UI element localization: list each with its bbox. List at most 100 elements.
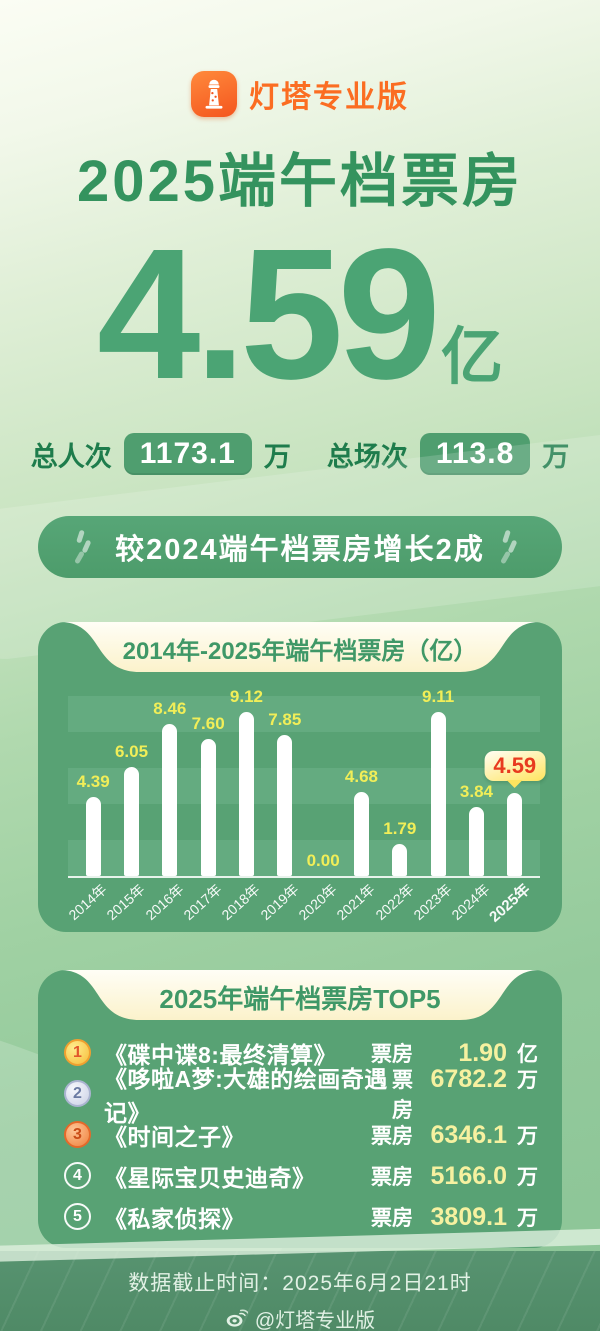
bar-value-label: 9.12 [229,687,264,706]
screenings-label: 总场次 [326,441,408,472]
chart-bar [162,724,178,876]
boxoffice-value: 5166.0 [430,1161,507,1190]
chart-card-ribbon: 2014年-2025年端午档票房（亿） [38,622,562,674]
bar-value-label: 4.68 [344,767,378,786]
x-label-slot: 2015年 [104,880,150,928]
rank-badge: 5 [64,1203,91,1230]
bar-value-label: 1.79 [383,819,417,838]
chart-bar [507,793,523,876]
chart-bar [200,739,216,876]
screenings-value: 113.8 [419,433,531,475]
bar-value-label: 3.84 [459,782,493,801]
boxoffice-unit: 万 [517,1206,538,1230]
chart-bar-slot: 8.46 [151,696,189,876]
total-box-office: 4.59亿 [0,222,600,408]
admissions-label: 总人次 [30,441,112,472]
boxoffice-label: 票房 [371,1165,413,1189]
boxoffice-label: 票房 [371,1206,413,1230]
bar-value-label: 7.60 [191,714,225,733]
top5-row: 1 《碟中谍8:最终清算》 票房 1.90 亿 [64,1032,538,1073]
footer-credit: @灯塔专业版 [0,1304,600,1331]
x-label-slot: 2025年 [486,880,534,928]
admissions-unit: 万 [263,441,291,472]
weibo-icon [226,1309,248,1327]
admissions-stat: 总人次 1173.1 万 [31,433,291,475]
highlight-value-bubble: 4.59 [484,751,546,781]
movie-title: 《私家侦探》 [104,1205,245,1232]
row-boxoffice: 票房 6782.2 万 [392,1064,538,1124]
data-deadline: 数据截止时间：2025年6月2日21时 [128,1272,472,1295]
leaf-decoration-left [74,529,100,565]
boxoffice-label: 票房 [392,1068,413,1122]
chart-bar [430,712,446,876]
chart-bar [468,807,484,876]
chart-bar-slot: 7.85 [266,696,304,876]
chart-bar-slot: 9.12 [227,687,265,876]
top5-card-ribbon: 2025年端午档票房TOP5 [38,970,562,1022]
bar-value-label: 6.05 [114,742,149,761]
boxoffice-unit: 万 [517,1068,538,1092]
rank-badge: 2 [64,1080,91,1107]
top5-row: 5 《私家侦探》 票房 3809.1 万 [64,1196,538,1237]
boxoffice-unit: 万 [517,1165,538,1189]
row-boxoffice: 票房 3809.1 万 [371,1202,538,1232]
chart-title: 2014年-2025年端午档票房（亿） [122,638,478,665]
movie-title: 《哆啦A梦:大雄的绘画奇遇记》 [104,1065,388,1126]
lighthouse-icon [191,71,237,117]
brand-header: 灯塔专业版 [0,0,600,118]
bar-value-label: 9.11 [422,687,455,706]
page-title: 2025端午档票房 [76,149,524,214]
top5-row: 3 《时间之子》 票房 6346.1 万 [64,1114,538,1155]
chart-bar-slot: 3.84 [457,696,495,876]
chart-bars: 4.39 6.05 8.46 7.60 9.12 7.85 0.00 4.68 1.79 9.11… [74,687,546,876]
admissions-value: 1173.1 [123,433,252,475]
top5-rows: 1 《碟中谍8:最终清算》 票房 1.90 亿 2 《哆啦A梦:大雄的绘画奇遇记》 票房 678… [64,1032,538,1237]
x-label-slot: 2022年 [372,880,419,928]
chart-bar [277,735,293,876]
bar-value-label: 7.85 [268,710,302,729]
footer-credit-text: @灯塔专业版 [254,1310,376,1331]
boxoffice-label: 票房 [371,1124,413,1148]
brand-name: 灯塔专业版 [249,81,409,114]
screenings-unit: 万 [542,441,570,472]
chart-plot-area: 4.39 6.05 8.46 7.60 9.12 7.85 0.00 4.68 1.79 9.11… [68,687,546,878]
chart-bar-slot: 7.60 [189,696,227,876]
x-label-slot: 2018年 [219,880,265,928]
boxoffice-label: 票房 [371,1042,413,1066]
chart-xlabels: 2014年 2015年 2016年 2017年 2018年 2019年 2020年 2021年… [66,880,534,928]
row-boxoffice: 票房 1.90 亿 [371,1038,538,1068]
chart-bar [238,712,254,876]
rank-badge: 4 [64,1162,91,1189]
row-boxoffice: 票房 5166.0 万 [371,1161,538,1191]
screenings-stat: 总场次 113.8 万 [327,433,569,475]
chart-bar [123,767,139,876]
chart-bar-slot: 9.11 [419,687,457,876]
x-axis-label: 2014年 [65,880,110,924]
chart-bar [353,792,369,876]
top5-row: 4 《星际宝贝史迪奇》 票房 5166.0 万 [64,1155,538,1196]
rank-badge: 1 [64,1039,91,1066]
chart-bar-slot: 1.79 [381,696,419,876]
movie-title: 《星际宝贝史迪奇》 [104,1164,316,1191]
leaf-decoration-right [500,529,526,565]
top5-card: 2025年端午档票房TOP5 1 《碟中谍8:最终清算》 票房 1.90 亿 2 《哆啦A梦… [38,970,562,1248]
chart-bar [85,797,101,876]
total-box-office-unit: 亿 [441,323,504,392]
top5-title: 2025年端午档票房TOP5 [159,984,441,1014]
chart-bar [392,844,408,876]
chart-bar-slot: 6.05 [112,696,150,876]
growth-banner-text: 较2024端午档票房增长2成 [115,534,485,566]
movie-title: 《碟中谍8:最终清算》 [104,1041,337,1068]
total-box-office-value: 4.59 [96,211,441,418]
x-label-slot: 2016年 [142,880,189,928]
movie-title: 《时间之子》 [104,1123,245,1150]
top5-row: 2 《哆啦A梦:大雄的绘画奇遇记》 票房 6782.2 万 [64,1065,538,1126]
boxoffice-value: 3809.1 [430,1202,507,1231]
x-label-slot: 2021年 [334,880,380,928]
bar-value-label: 4.39 [76,772,110,791]
summary-stats: 总人次 1173.1 万 总场次 113.8 万 [0,430,600,478]
row-boxoffice: 票房 6346.1 万 [371,1120,538,1150]
footer: 数据截止时间：2025年6月2日21时 @灯塔专业版 [0,1227,600,1331]
bar-value-label: 0.00 [306,851,340,870]
